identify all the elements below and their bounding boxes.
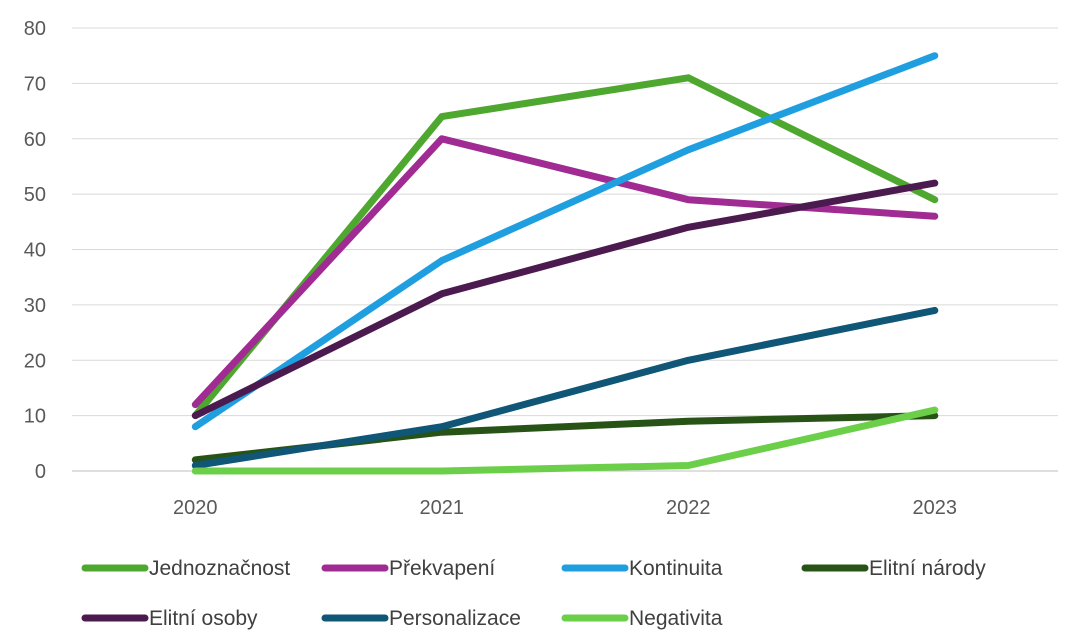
legend-label: Elitní národy — [869, 557, 986, 580]
legend-item: Kontinuita — [561, 557, 723, 580]
x-tick-label: 2022 — [666, 497, 711, 519]
y-tick-label: 10 — [24, 406, 46, 428]
y-tick-label: 20 — [24, 350, 46, 372]
y-tick-label: 70 — [24, 73, 46, 95]
legend-item: Jednoznačnost — [81, 557, 290, 580]
y-tick-label: 0 — [35, 461, 46, 483]
legend-label: Negativita — [629, 607, 723, 630]
legend-label: Kontinuita — [629, 557, 723, 580]
legend: Jednoznačnost Překvapení Kontinuita Elitní … — [81, 557, 986, 630]
legend-label: Jednoznačnost — [149, 557, 290, 580]
y-tick-label: 60 — [24, 129, 46, 151]
x-tick-label: 2023 — [913, 497, 958, 519]
legend-item: Elitní národy — [801, 557, 986, 580]
y-tick-label: 80 — [24, 18, 46, 40]
legend-item: Překvapení — [321, 557, 495, 580]
legend-item: Personalizace — [321, 607, 521, 630]
series-line-3 — [191, 52, 939, 431]
series-line-1 — [191, 74, 939, 420]
x-tick-label: 2020 — [173, 497, 218, 519]
x-tick-label: 2021 — [420, 497, 465, 519]
series-line-5 — [191, 179, 939, 420]
series-line-2 — [191, 135, 939, 409]
y-tick-label: 30 — [24, 295, 46, 317]
legend-item: Elitní osoby — [81, 607, 258, 630]
series-line-7 — [191, 406, 939, 475]
y-tick-label: 50 — [24, 184, 46, 206]
legend-item: Negativita — [561, 607, 723, 630]
x-axis-ticks: 2020 2021 2022 2023 — [173, 497, 957, 519]
series-lines — [191, 52, 939, 475]
y-tick-label: 40 — [24, 240, 46, 262]
legend-label: Překvapení — [389, 557, 495, 580]
y-axis-ticks: 0 10 20 30 40 50 60 70 80 — [24, 18, 46, 483]
legend-label: Personalizace — [389, 607, 521, 630]
series-line-6 — [191, 306, 939, 469]
legend-label: Elitní osoby — [149, 607, 258, 630]
